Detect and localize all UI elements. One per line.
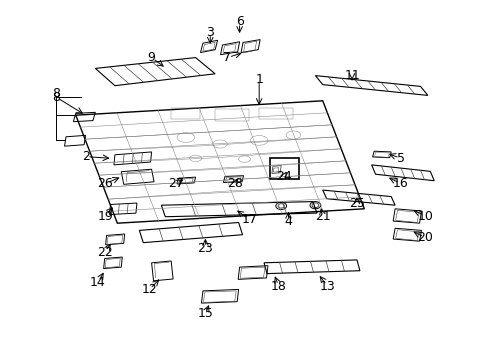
Text: 22: 22 — [97, 246, 113, 258]
Text: 6: 6 — [235, 15, 243, 28]
Text: 5: 5 — [396, 152, 404, 165]
Text: 16: 16 — [392, 177, 408, 190]
Text: 4: 4 — [284, 215, 292, 228]
Text: 8: 8 — [52, 91, 60, 104]
Bar — [215, 109, 249, 121]
Text: 15: 15 — [197, 307, 213, 320]
Text: 23: 23 — [197, 242, 213, 255]
Text: 11: 11 — [344, 69, 359, 82]
Text: 17: 17 — [241, 213, 257, 226]
Text: 10: 10 — [417, 210, 432, 222]
Text: 3: 3 — [206, 26, 214, 39]
Text: 8: 8 — [52, 87, 60, 100]
Text: 7: 7 — [223, 51, 231, 64]
Text: 21: 21 — [314, 210, 330, 222]
Text: 25: 25 — [348, 197, 364, 210]
Text: 26: 26 — [97, 177, 113, 190]
Bar — [270, 158, 298, 179]
Text: 27: 27 — [168, 177, 183, 190]
Text: 9: 9 — [147, 51, 155, 64]
Text: 18: 18 — [270, 280, 286, 293]
Text: 14: 14 — [90, 276, 105, 289]
Text: 28: 28 — [226, 177, 242, 190]
Text: 12: 12 — [141, 283, 157, 296]
Text: 2: 2 — [81, 150, 89, 163]
Bar — [259, 108, 293, 119]
Text: 20: 20 — [417, 231, 432, 244]
Text: 13: 13 — [319, 280, 335, 293]
Bar — [171, 108, 200, 119]
Text: 19: 19 — [97, 210, 113, 222]
Text: 1: 1 — [255, 73, 263, 86]
Text: 24: 24 — [275, 170, 291, 183]
